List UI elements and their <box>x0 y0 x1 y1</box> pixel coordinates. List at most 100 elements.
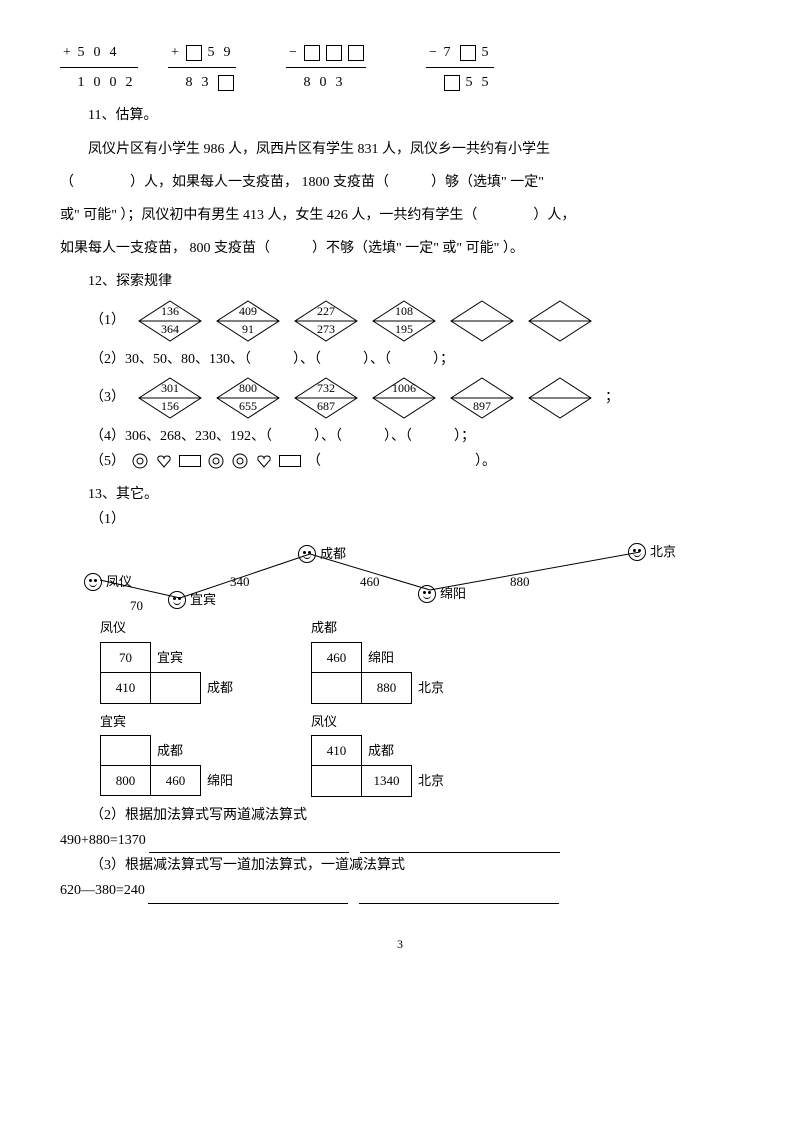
q12-r4: （4）306、268、230、192、（ ）、（ ）、（ ）； <box>90 424 740 449</box>
cell: 北京 <box>412 673 462 703</box>
d-bot: 897 <box>449 396 515 418</box>
q11-t6: 或" 可能" ）；凤仪初中有男生 <box>60 208 239 223</box>
q13-sub1: （1） <box>90 507 740 532</box>
rect-icon <box>279 455 301 467</box>
tables-row-2: 宜宾 成都 800460绵阳 凤仪 410成都 1340北京 <box>100 710 740 797</box>
diamond <box>527 376 593 420</box>
q11-line3: 或" 可能" ）；凤仪初中有男生 413 人，女生 426 人，一共约有学生（ … <box>60 203 740 228</box>
q12-r3-tail: ； <box>605 385 619 410</box>
face-icon <box>628 543 646 561</box>
cell: 成都 <box>151 736 201 766</box>
q13-eq3-row: 620—380=240 <box>60 878 740 903</box>
diamond: 1006 <box>371 376 437 420</box>
node-fengyi: 凤仪 <box>84 570 132 593</box>
d-top: 1006 <box>371 378 437 400</box>
heart-icon <box>155 452 173 470</box>
cell: 410 <box>312 736 362 766</box>
d-bot: 195 <box>371 319 437 341</box>
node-yibin: 宜宾 <box>168 588 216 611</box>
d-bot: 91 <box>215 319 281 341</box>
diamond: 800655 <box>215 376 281 420</box>
diamond <box>527 299 593 343</box>
q11-t4: （ ）人，如果每人一支疫苗， <box>60 175 298 190</box>
blank-line <box>148 888 348 904</box>
table-block: 凤仪 410成都 1340北京 <box>311 710 462 797</box>
cell: 成都 <box>362 736 412 766</box>
cell: 1340 <box>362 766 412 796</box>
q11-t8: 如果每人一支疫苗， <box>60 241 186 256</box>
q11-t7: 413 人，女生 426 人，一共约有学生（ ）人， <box>243 208 576 223</box>
diamond: 301156 <box>137 376 203 420</box>
tbl-title: 凤仪 <box>311 710 462 733</box>
cell: 880 <box>362 673 412 703</box>
q13-eq2-row: 490+880=1370 <box>60 828 740 853</box>
diamond <box>449 299 515 343</box>
diamond: 732687 <box>293 376 359 420</box>
diamond: 136364 <box>137 299 203 343</box>
q11-line2: （ ）人，如果每人一支疫苗， 1800 支疫苗（ ）够（选填" 一定" <box>60 170 740 195</box>
diamond: 40991 <box>215 299 281 343</box>
target-icon <box>207 452 225 470</box>
q12-r5-label: （5） <box>90 449 125 474</box>
cell: 410 <box>101 673 151 703</box>
node-beijing: 北京 <box>628 540 676 563</box>
q13-sub2: （2）根据加法算式写两道减法算式 <box>90 803 740 828</box>
dist-c: 460 <box>360 570 380 593</box>
q11-t2: 986 人，凤西片区有学生 <box>204 142 355 157</box>
q11-title: 11、估算。 <box>60 103 740 128</box>
cell: 宜宾 <box>151 642 201 672</box>
q12-r3-label: （3） <box>90 385 125 410</box>
q12-r2: （2）30、50、80、130、（ ）、（ ）、（ ）； <box>90 347 740 372</box>
eq-text: 490+880=1370 <box>60 833 146 848</box>
q12-title: 12、探索规律 <box>60 269 740 294</box>
arith-1: +504 1002 <box>60 40 138 95</box>
blank-line <box>149 837 349 853</box>
table: 70宜宾 410成都 <box>100 642 251 704</box>
q12-r3: （3） 301156 800655 732687 1006 897 ； <box>90 376 740 420</box>
tables-row-1: 凤仪 70宜宾 410成都 成都 460绵阳 880北京 <box>100 616 740 703</box>
diamond: 227273 <box>293 299 359 343</box>
arith-4: −75 55 <box>426 40 494 95</box>
label: 凤仪 <box>106 570 132 593</box>
q12-r1-label: （1） <box>90 308 125 333</box>
label: 成都 <box>320 542 346 565</box>
table: 成都 800460绵阳 <box>100 735 251 796</box>
cell: 460 <box>312 642 362 672</box>
page-number: 3 <box>60 934 740 956</box>
arithmetic-columns: +504 1002 +59 83 − 803 −75 55 <box>60 40 740 95</box>
tbl-title: 成都 <box>311 616 462 639</box>
q13-sub3: （3）根据减法算式写一道加法算式，一道减法算式 <box>90 853 740 878</box>
table: 460绵阳 880北京 <box>311 642 462 704</box>
diamond: 108195 <box>371 299 437 343</box>
dist-b: 340 <box>230 570 250 593</box>
node-mianyang: 绵阳 <box>418 582 466 605</box>
q12-r5: （5） （ ）。 <box>90 449 740 474</box>
cell: 800 <box>101 765 151 795</box>
q11-t9: 800 支疫苗（ ）不够（选填" 一定" 或" 可能" ）。 <box>190 241 524 256</box>
table-block: 凤仪 70宜宾 410成都 <box>100 616 251 703</box>
table: 410成都 1340北京 <box>311 735 462 797</box>
d-bot: 364 <box>137 319 203 341</box>
table-block: 宜宾 成都 800460绵阳 <box>100 710 251 797</box>
d-bot: 655 <box>215 396 281 418</box>
eq-text: 620—380=240 <box>60 883 145 898</box>
rect-icon <box>179 455 201 467</box>
cell: 北京 <box>412 766 462 796</box>
q12-r1: （1） 136364 40991 227273 108195 <box>90 299 740 343</box>
node-chengdu: 成都 <box>298 542 346 565</box>
q11-line4: 如果每人一支疫苗， 800 支疫苗（ ）不够（选填" 一定" 或" 可能" ）。 <box>60 236 740 261</box>
q11-line1: 凤仪片区有小学生 986 人，凤西片区有学生 831 人，凤仪乡一共约有小学生 <box>60 137 740 162</box>
target-icon <box>131 452 149 470</box>
arith-3: − 803 <box>286 40 366 95</box>
dist-a: 70 <box>130 594 143 617</box>
face-icon <box>298 545 316 563</box>
route-diagram: 凤仪 宜宾 成都 绵阳 北京 70 340 460 880 <box>80 540 740 610</box>
target-icon <box>231 452 249 470</box>
face-icon <box>418 585 436 603</box>
table-block: 成都 460绵阳 880北京 <box>311 616 462 703</box>
cell: 绵阳 <box>201 765 251 795</box>
q12-r5-tail: （ ）。 <box>307 449 496 474</box>
cell <box>312 766 362 796</box>
label: 北京 <box>650 540 676 563</box>
face-icon <box>168 591 186 609</box>
